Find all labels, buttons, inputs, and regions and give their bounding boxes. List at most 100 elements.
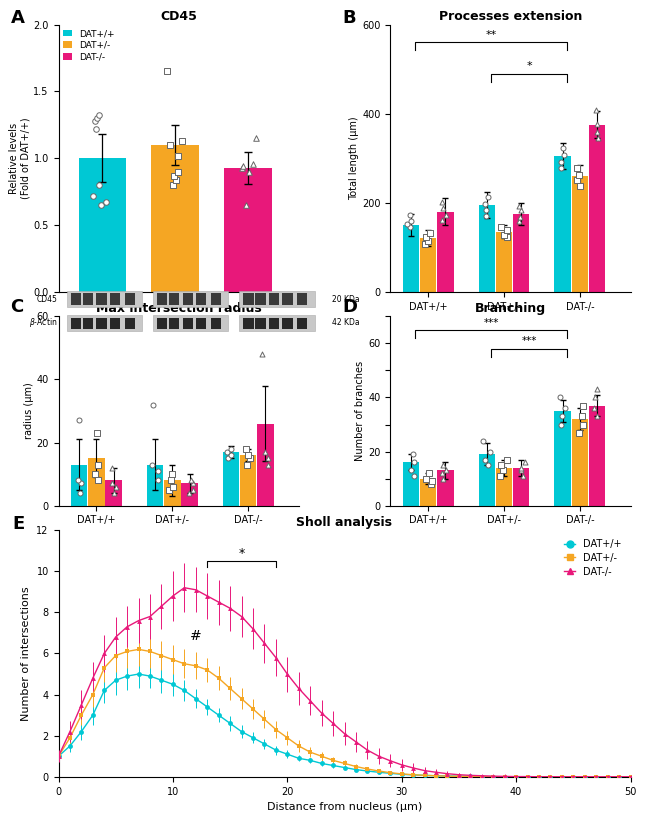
Bar [157,293,167,305]
Bar [420,478,436,506]
Bar [496,232,512,292]
Point [88,189,99,202]
Bar [105,480,122,506]
Bar [255,318,266,329]
Point [556,418,566,431]
Point [423,234,434,247]
Point [571,173,582,187]
Point [90,114,100,127]
Point [441,208,451,221]
Point [107,461,117,474]
Point [558,148,569,161]
Point [241,198,252,211]
Bar [110,293,120,305]
Point [166,468,177,481]
Point [557,410,567,423]
Point [242,449,253,462]
Bar [239,291,315,307]
Point [515,204,526,217]
Bar [153,291,228,307]
Point [578,418,588,431]
Point [426,474,437,487]
Point [591,104,601,117]
Point [237,159,248,173]
Point [515,464,526,477]
Point [75,487,85,500]
Bar [169,293,179,305]
Bar [110,318,120,329]
Point [516,461,526,474]
Point [148,398,158,411]
Point [168,169,179,182]
Text: ***: *** [521,336,537,346]
Point [222,446,233,459]
Title: Max intersection radius: Max intersection radius [96,302,261,316]
Y-axis label: Number of intersections: Number of intersections [21,586,31,721]
Point [153,464,163,478]
Bar [297,293,307,305]
Point [420,238,430,251]
Bar [255,293,266,305]
Point [92,458,103,471]
Point [410,469,420,483]
Y-axis label: radius (μm): radius (μm) [23,382,34,440]
Point [555,391,566,404]
Bar [243,293,254,305]
Point [421,231,431,244]
Bar [589,405,605,506]
Bar [269,293,279,305]
Text: **: ** [486,30,497,40]
Text: E: E [13,515,25,533]
X-axis label: Distance from nucleus (μm): Distance from nucleus (μm) [267,802,422,812]
Text: *: * [239,547,244,560]
Bar [282,293,293,305]
Text: 20 KDa: 20 KDa [332,294,360,303]
Point [226,449,236,462]
Point [165,473,176,487]
Bar [478,205,495,292]
Point [575,179,585,192]
Point [406,214,417,227]
Point [226,442,236,455]
Point [577,410,588,423]
Bar [257,423,274,506]
Point [589,402,599,415]
Point [514,215,525,228]
Bar [554,156,571,292]
Bar [71,318,81,329]
Bar [83,293,93,305]
Point [109,487,119,500]
Bar [403,462,419,506]
Bar [572,419,588,506]
Bar [183,318,193,329]
Bar [496,468,512,506]
Point [485,445,495,458]
Point [558,142,568,155]
Point [519,455,530,469]
Text: B: B [342,9,356,26]
Point [248,157,258,170]
Point [186,473,196,487]
Y-axis label: Total length (μm): Total length (μm) [349,117,359,200]
Point [560,402,570,415]
Point [406,464,417,477]
Bar [153,315,228,330]
Point [593,132,603,145]
Point [499,229,509,242]
Point [162,65,172,78]
Bar [223,452,239,506]
Point [498,464,508,477]
Bar [224,168,272,292]
Point [222,452,233,465]
Bar [269,318,279,329]
Bar [88,459,105,506]
Point [405,209,415,222]
Point [592,410,603,423]
Point [480,204,491,217]
Point [147,458,157,471]
Point [241,458,252,471]
Point [408,448,418,461]
Point [183,487,194,500]
Point [480,453,490,466]
Point [502,230,512,243]
